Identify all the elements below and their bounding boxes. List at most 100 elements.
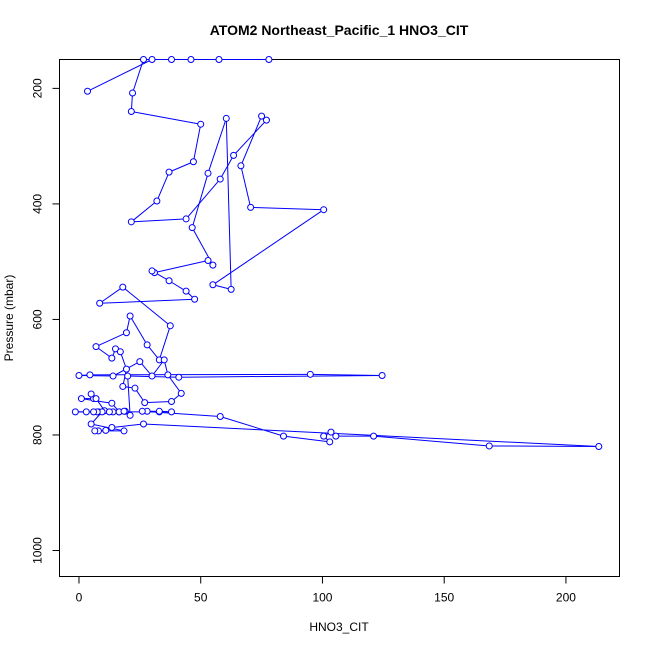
series-segment	[225, 118, 232, 290]
data-point	[237, 162, 245, 170]
data-point	[155, 407, 163, 415]
data-point	[109, 372, 117, 380]
series-segment	[191, 173, 209, 228]
series-segment	[283, 435, 330, 443]
data-point	[141, 399, 149, 407]
data-point	[87, 420, 95, 428]
data-point	[265, 56, 273, 63]
data-point	[204, 169, 212, 177]
data-point	[119, 382, 127, 390]
data-point	[82, 408, 90, 416]
x-tick-label: 0	[76, 591, 83, 605]
series-segment	[122, 286, 171, 327]
data-point	[306, 370, 314, 378]
series-segment	[178, 374, 383, 378]
data-point	[143, 341, 151, 349]
series-segment	[99, 286, 124, 304]
data-point	[77, 395, 85, 403]
series-segment	[131, 110, 201, 125]
data-point	[140, 420, 147, 428]
data-point	[91, 427, 99, 435]
series-segment	[250, 206, 324, 211]
data-point	[370, 432, 378, 440]
data-point	[188, 224, 196, 232]
data-point	[182, 215, 190, 223]
series-segment	[158, 325, 171, 361]
data-point	[182, 287, 190, 295]
data-point	[126, 312, 134, 320]
data-point	[71, 408, 79, 416]
data-point	[166, 322, 174, 330]
series-segment	[89, 373, 311, 376]
data-point	[86, 371, 94, 379]
series-segment	[212, 209, 324, 286]
data-point	[168, 408, 175, 416]
data-point	[90, 408, 98, 416]
data-point	[131, 384, 139, 392]
plot-frame	[59, 59, 620, 577]
y-tick-label: 600	[31, 309, 45, 329]
series-segment	[220, 416, 284, 437]
series-segment	[373, 435, 490, 447]
series-segment	[240, 165, 252, 208]
data-point	[108, 399, 116, 407]
data-point	[216, 412, 224, 420]
data-point	[105, 408, 113, 416]
data-point	[187, 56, 195, 63]
data-point	[164, 371, 172, 379]
series-segment	[233, 119, 267, 156]
data-point	[209, 281, 217, 289]
data-point	[102, 426, 110, 434]
data-point	[122, 365, 130, 373]
series-segment	[154, 260, 209, 274]
data-point	[258, 112, 266, 120]
data-point	[120, 427, 128, 435]
data-point	[165, 277, 173, 285]
data-point	[148, 56, 156, 63]
data-point	[92, 343, 100, 351]
series-segment	[131, 200, 158, 223]
series-segment	[129, 315, 148, 346]
data-point	[140, 56, 147, 63]
data-point	[126, 411, 134, 419]
data-point	[87, 390, 95, 398]
chart-title: ATOM2 Northeast_Pacific_1 HNO3_CIT	[210, 22, 469, 38]
data-point	[247, 203, 255, 211]
data-point	[96, 299, 104, 307]
series-lines	[75, 59, 599, 448]
series-segment	[156, 171, 170, 202]
data-point	[175, 373, 183, 381]
data-point	[136, 358, 144, 366]
data-point	[177, 389, 185, 397]
series-segment	[99, 298, 195, 304]
series-segment	[185, 178, 221, 220]
series-points	[71, 56, 603, 451]
data-point	[165, 168, 173, 176]
series-segment	[207, 118, 227, 174]
data-point	[119, 283, 127, 291]
data-point	[116, 348, 124, 356]
series-segment	[192, 124, 202, 162]
series-segment	[142, 410, 221, 417]
data-point	[209, 261, 217, 269]
data-point	[75, 371, 83, 379]
y-tick-label: 1000	[31, 537, 45, 564]
data-point	[191, 295, 199, 303]
data-point	[327, 428, 335, 436]
series-segment	[127, 376, 131, 416]
series-segment	[167, 374, 182, 394]
data-point	[168, 397, 175, 405]
series-segment	[489, 445, 599, 448]
data-point	[204, 257, 212, 265]
y-tick-label: 800	[31, 425, 45, 445]
data-point	[280, 432, 287, 440]
y-axis-label: Pressure (mbar)	[2, 275, 16, 362]
x-axis: 0 50 100 150 200	[76, 576, 576, 605]
series-segment	[131, 218, 187, 223]
x-axis-label: HNO3_CIT	[309, 620, 369, 634]
x-tick-label: 50	[194, 591, 208, 605]
data-point	[215, 56, 223, 63]
y-tick-label: 400	[31, 194, 45, 214]
data-point	[148, 267, 156, 275]
